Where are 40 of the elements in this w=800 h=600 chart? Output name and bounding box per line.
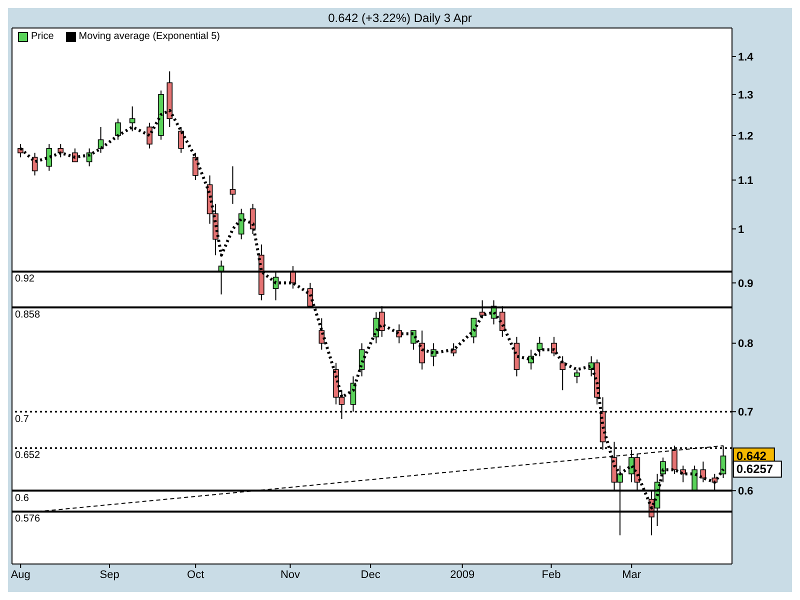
x-tick-label: Mar bbox=[622, 568, 642, 581]
candlestick bbox=[230, 166, 236, 204]
y-tick-label: 1 bbox=[738, 224, 744, 236]
y-tick-label: 1.3 bbox=[738, 89, 754, 102]
candlestick bbox=[46, 144, 52, 172]
ref-line-label: 0.652 bbox=[15, 450, 40, 462]
legend-label: Price bbox=[31, 31, 54, 42]
ref-line-label: 0.858 bbox=[15, 309, 40, 320]
x-tick-label: Feb bbox=[542, 568, 561, 581]
ref-line-label: 0.7 bbox=[15, 414, 30, 425]
y-tick-label: 1.1 bbox=[738, 174, 754, 187]
candlestick bbox=[192, 152, 198, 181]
candlestick bbox=[58, 144, 64, 158]
candlestick bbox=[560, 356, 566, 391]
candlestick bbox=[146, 122, 152, 149]
chart-title: 0.642 (+3.22%) Daily 3 Apr bbox=[327, 11, 473, 25]
y-tick-label: 0.6 bbox=[738, 486, 754, 498]
y-tick-label: 0.7 bbox=[738, 406, 754, 419]
ref-line-label: 0.92 bbox=[15, 274, 35, 285]
x-tick-label: 2009 bbox=[450, 568, 475, 581]
candlestick bbox=[660, 457, 666, 483]
x-tick-label: Sep bbox=[100, 568, 120, 581]
legend-label: Moving average (Exponential 5) bbox=[78, 31, 220, 42]
x-tick-label: Aug bbox=[10, 568, 30, 581]
y-tick-label: 0.9 bbox=[738, 278, 754, 290]
y-tick-label: 1.4 bbox=[738, 51, 754, 64]
annotation: 0.642 bbox=[736, 449, 767, 463]
candlestick bbox=[178, 126, 184, 154]
candlestick bbox=[115, 118, 121, 140]
x-tick-label: Dec bbox=[360, 568, 381, 581]
y-tick-label: 0.8 bbox=[738, 338, 754, 350]
x-tick-label: Nov bbox=[280, 568, 301, 581]
x-tick-label: Oct bbox=[187, 568, 204, 581]
y-tick-label: 1.2 bbox=[738, 130, 754, 142]
candlestick bbox=[419, 330, 425, 370]
candlestick bbox=[536, 336, 543, 357]
ref-line-label: 0.576 bbox=[15, 514, 40, 525]
ref-line-label: 0.6 bbox=[15, 492, 30, 504]
candlestick bbox=[574, 369, 580, 384]
annotation: 0.6257 bbox=[736, 462, 774, 476]
